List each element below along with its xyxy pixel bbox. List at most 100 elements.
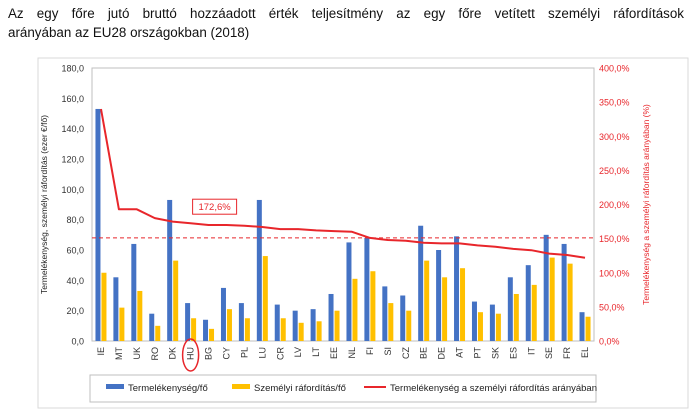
right-tick-label: 0,0% xyxy=(599,337,620,347)
legend-label-productivity: Termelékenység/fő xyxy=(128,383,208,394)
bar-personnel-cost-hu xyxy=(191,318,197,341)
right-tick-label: 350,0% xyxy=(599,98,630,108)
left-tick-label: 0,0 xyxy=(71,337,84,347)
bar-productivity-bg xyxy=(203,319,209,341)
bar-productivity-ie xyxy=(95,108,101,341)
bar-personnel-cost-nl xyxy=(352,278,358,341)
bar-productivity-fr xyxy=(561,243,567,341)
category-label-bg: BG xyxy=(204,347,214,360)
right-tick-label: 100,0% xyxy=(599,268,630,278)
category-label-lt: LT xyxy=(311,347,321,357)
annotation-label: 172,6% xyxy=(198,202,231,213)
bar-personnel-cost-cz xyxy=(406,310,412,341)
right-tick-label: 150,0% xyxy=(599,234,630,244)
bar-personnel-cost-fr xyxy=(567,263,573,341)
category-label-at: AT xyxy=(455,347,465,358)
left-tick-label: 20,0 xyxy=(66,306,84,316)
bar-productivity-it xyxy=(525,265,531,341)
bar-productivity-hu xyxy=(185,303,191,341)
legend-label-ratio: Termelékenység a személyi ráfordítás ará… xyxy=(390,383,597,394)
legend-label-personnel-cost: Személyi ráfordítás/fő xyxy=(254,383,346,394)
category-labels: IE MT UK RO DK HU BG CY PL LU CR LV LT EE NL FI SI CZ BE DE… xyxy=(96,346,590,360)
category-label-de: DE xyxy=(437,347,447,360)
hu-highlight-circle xyxy=(181,338,200,372)
category-label-ee: EE xyxy=(329,347,339,359)
bar-personnel-cost-it xyxy=(531,284,537,341)
category-label-cz: CZ xyxy=(401,347,411,359)
bar-productivity-es xyxy=(507,277,513,341)
right-tick-label: 50,0% xyxy=(599,302,625,312)
category-label-ie: IE xyxy=(96,347,106,356)
bar-productivity-pl xyxy=(238,303,244,341)
annotation-box: 172,6% xyxy=(192,198,238,215)
category-label-uk: UK xyxy=(132,347,142,360)
bar-productivity-si xyxy=(382,286,388,341)
bar-productivity-de xyxy=(436,250,442,341)
bar-personnel-cost-ro xyxy=(155,325,161,341)
bar-personnel-cost-lv xyxy=(298,322,304,341)
bar-personnel-cost-cr xyxy=(280,318,286,341)
left-tick-label: 160,0 xyxy=(61,94,84,104)
bar-productivity-uk xyxy=(131,243,137,341)
bar-productivity-lu xyxy=(256,199,262,341)
legend-swatch-productivity xyxy=(106,384,124,389)
bar-personnel-cost-si xyxy=(388,303,394,341)
category-label-mt: MT xyxy=(114,347,124,360)
annotation-box-border xyxy=(192,198,238,215)
bar-productivity-se xyxy=(543,234,549,341)
left-axis-ticks: 0,0 20,0 40,0 60,0 80,0 100,0 120,0 140,0 160,0 1… xyxy=(61,64,84,347)
plot-area-border xyxy=(91,67,595,342)
bar-productivity-el xyxy=(579,312,585,341)
category-label-si: SI xyxy=(383,347,393,356)
bar-productivity-cr xyxy=(274,304,280,341)
bar-productivity-ee xyxy=(328,293,334,341)
category-label-fr: FR xyxy=(562,347,572,359)
bar-productivity-pt xyxy=(471,301,477,341)
category-label-nl: NL xyxy=(347,347,357,359)
bar-productivity-sk xyxy=(489,304,495,341)
left-tick-label: 40,0 xyxy=(66,276,84,286)
category-label-lv: LV xyxy=(293,347,303,357)
left-tick-label: 60,0 xyxy=(66,246,84,256)
left-tick-label: 180,0 xyxy=(61,64,84,74)
category-label-dk: DK xyxy=(168,347,178,360)
bar-personnel-cost-se xyxy=(549,257,555,341)
category-label-cy: CY xyxy=(221,347,231,360)
category-label-el: EL xyxy=(580,347,590,358)
bar-personnel-cost-ie xyxy=(101,272,107,341)
bar-productivity-at xyxy=(454,236,460,341)
right-tick-label: 300,0% xyxy=(599,132,630,142)
chart-title-line-2: arányában az EU28 országokban (2018) xyxy=(8,25,250,40)
bar-productivity-lv xyxy=(292,310,298,341)
category-label-es: ES xyxy=(508,347,518,359)
category-label-be: BE xyxy=(419,347,429,359)
bar-personnel-cost-uk xyxy=(137,290,143,341)
bar-productivity-fi xyxy=(364,237,370,341)
bar-productivity-ro xyxy=(149,313,155,341)
bar-personnel-cost-be xyxy=(424,260,430,341)
bar-personnel-cost-el xyxy=(585,316,591,341)
category-label-fi: FI xyxy=(365,347,375,355)
bar-personnel-cost-de xyxy=(442,277,448,341)
bar-productivity-cy xyxy=(220,287,226,341)
bar-personnel-cost-pt xyxy=(477,312,483,341)
bar-productivity-lt xyxy=(310,309,316,341)
left-tick-label: 100,0 xyxy=(61,185,84,195)
bar-personnel-cost-mt xyxy=(119,307,125,341)
bar-productivity-mt xyxy=(113,277,119,341)
bar-personnel-cost-fi xyxy=(370,271,376,341)
bar-personnel-cost-dk xyxy=(173,260,179,341)
category-label-hu: HU xyxy=(186,347,196,360)
ratio-line xyxy=(100,108,586,259)
bar-personnel-cost-at xyxy=(460,268,466,341)
legend: Termelékenység/fő Személyi ráfordítás/fő… xyxy=(89,374,597,403)
left-axis-title: Termelékenység, személyi ráfordítás (eze… xyxy=(39,115,49,294)
bar-personnel-cost-bg xyxy=(209,328,215,341)
category-label-lu: LU xyxy=(257,347,267,359)
right-axis-title: Termelékenység a személyi ráfordítás ará… xyxy=(641,104,651,305)
category-label-pl: PL xyxy=(239,347,249,358)
bar-personnel-cost-sk xyxy=(495,313,501,341)
chart-title-line-1: Az egy főre jutó bruttó hozzáadott érték… xyxy=(8,6,684,21)
bar-personnel-cost-lt xyxy=(316,321,322,341)
